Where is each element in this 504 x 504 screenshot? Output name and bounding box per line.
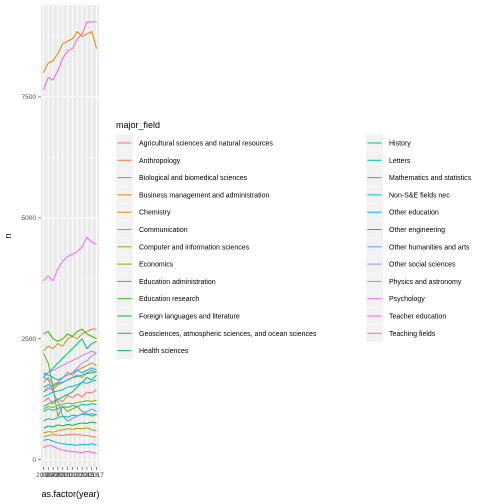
series-line (43, 328, 97, 342)
legend-label: Letters (389, 158, 411, 165)
legend-label: Other social sciences (389, 262, 456, 269)
x-axis: 2006200720082009201020112012201320142015… (36, 467, 104, 479)
series-line (43, 379, 97, 398)
y-axis: 0 2500 5000 7500 (22, 94, 41, 464)
y-tick-label: 0 (32, 457, 36, 464)
legend-label: Education administration (139, 279, 216, 286)
series-line (43, 377, 97, 422)
legend: Agricultural sciences and natural resour… (116, 134, 472, 360)
legend-label: Anthropology (139, 158, 181, 165)
legend-label: Other education (389, 210, 439, 217)
x-tick-label: 2010 (56, 472, 71, 479)
legend-label: Teaching fields (389, 331, 436, 338)
legend-label: Economics (139, 262, 174, 269)
series-line (43, 236, 97, 282)
x-tick-label: 2006 (36, 472, 51, 479)
legend-label: Computer and information sciences (139, 244, 250, 251)
legend-label: Non-S&E fields nec (389, 192, 450, 199)
x-tick-label: 2013 (70, 472, 85, 479)
series-line (43, 352, 97, 393)
legend-label: Other engineering (389, 227, 445, 234)
legend-label: Agricultural sciences and natural resour… (139, 141, 273, 148)
x-axis-title: as.factor(year) (41, 489, 99, 499)
x-tick-label: 2011 (61, 472, 75, 479)
series-line (43, 374, 97, 407)
series-line (43, 433, 97, 438)
legend-label: Physics and astronomy (389, 279, 462, 286)
legend-label: Biological and biomedical sciences (139, 175, 248, 182)
legend-label: Communication (139, 227, 188, 234)
plot-panel (41, 5, 99, 467)
series-line (43, 403, 97, 412)
x-tick-label: 2014 (75, 472, 90, 479)
series-line (43, 444, 97, 454)
series-line (42, 21, 97, 90)
y-tick-label: 7500 (22, 94, 37, 101)
x-tick-label: 2015 (80, 472, 95, 479)
series-line (43, 350, 97, 376)
series-line (43, 421, 97, 429)
legend-title: major_field (116, 120, 160, 130)
series-line (43, 389, 97, 405)
legend-label: Health sciences (139, 348, 189, 355)
legend-label: Business management and administration (139, 192, 269, 199)
legend-label: Education research (139, 296, 199, 303)
y-axis-title: n (3, 233, 13, 238)
legend-label: Mathematics and statistics (389, 175, 472, 182)
series-line (43, 371, 97, 388)
legend-label: Foreign languages and literature (139, 314, 240, 321)
x-tick-label: 2008 (46, 472, 61, 479)
x-tick-label: 2016 (85, 472, 100, 479)
x-tick-label: 2012 (65, 472, 80, 479)
y-tick-label: 5000 (22, 215, 37, 222)
legend-label: Geosciences, atmospheric sciences, and o… (139, 331, 317, 338)
x-tick-label: 2007 (41, 472, 56, 479)
x-tick-label: 2009 (51, 472, 66, 479)
series-line (43, 413, 97, 422)
legend-label: History (389, 141, 411, 148)
legend-label: Chemistry (139, 210, 171, 217)
y-tick-label: 2500 (22, 336, 37, 343)
series-line (43, 328, 97, 352)
legend-label: Teacher education (389, 314, 446, 321)
series-line (42, 30, 98, 73)
legend-label: Other humanities and arts (389, 244, 470, 251)
legend-label: Psychology (389, 296, 425, 303)
series-lines (42, 21, 98, 454)
x-tick-label: 2017 (89, 472, 104, 479)
series-line (43, 427, 97, 434)
series-line (43, 399, 97, 410)
series-line (43, 337, 97, 378)
series-line (43, 438, 97, 446)
